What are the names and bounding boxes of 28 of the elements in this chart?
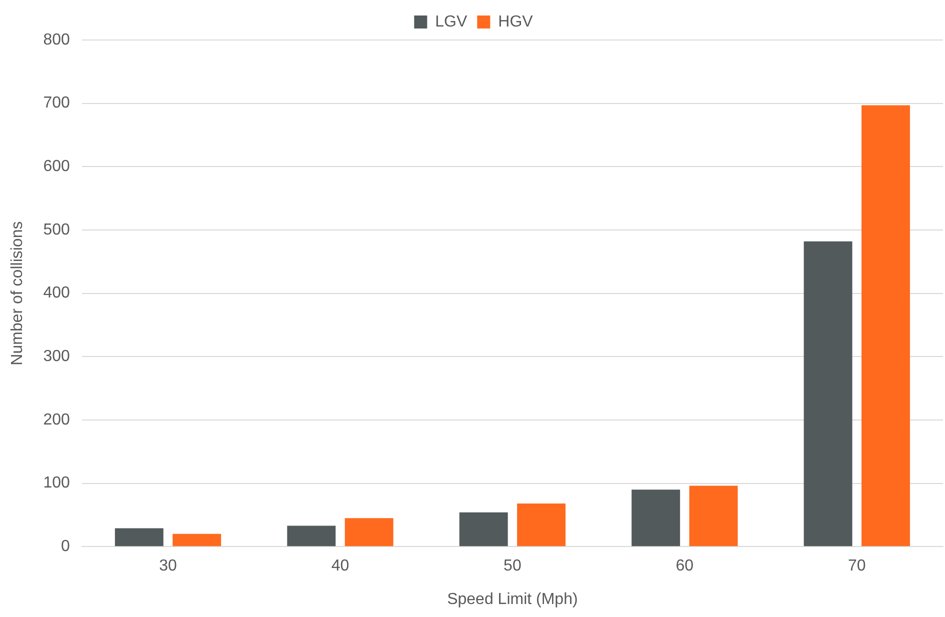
y-tick-label: 600 xyxy=(43,158,70,176)
bar xyxy=(114,528,164,546)
y-tick-label: 200 xyxy=(43,411,70,428)
bar xyxy=(287,526,336,546)
bar xyxy=(689,486,738,546)
bar xyxy=(862,105,910,546)
legend-label: HGV xyxy=(498,13,534,30)
y-tick-label: 500 xyxy=(43,221,70,238)
y-tick-label: 700 xyxy=(43,94,70,112)
bar xyxy=(344,518,394,546)
x-tick-label: 60 xyxy=(676,558,694,575)
bar xyxy=(517,504,566,546)
y-tick-label: 800 xyxy=(43,31,70,48)
x-axis-title: Speed Limit (Mph) xyxy=(447,590,578,608)
x-tick-label: 40 xyxy=(331,558,350,575)
y-axis-title: Number of collisions xyxy=(9,221,26,366)
legend-label: LGV xyxy=(435,13,468,30)
bar xyxy=(804,241,852,546)
bar xyxy=(172,534,222,546)
bar xyxy=(632,490,680,546)
x-tick-label: 30 xyxy=(159,558,178,575)
y-tick-label: 0 xyxy=(60,538,70,556)
y-tick-label: 400 xyxy=(43,284,70,302)
x-tick-label: 70 xyxy=(848,558,866,575)
y-tick-label: 300 xyxy=(43,348,70,366)
x-tick-label: 50 xyxy=(504,558,522,575)
y-tick-label: 100 xyxy=(43,474,70,492)
bar xyxy=(459,512,508,546)
